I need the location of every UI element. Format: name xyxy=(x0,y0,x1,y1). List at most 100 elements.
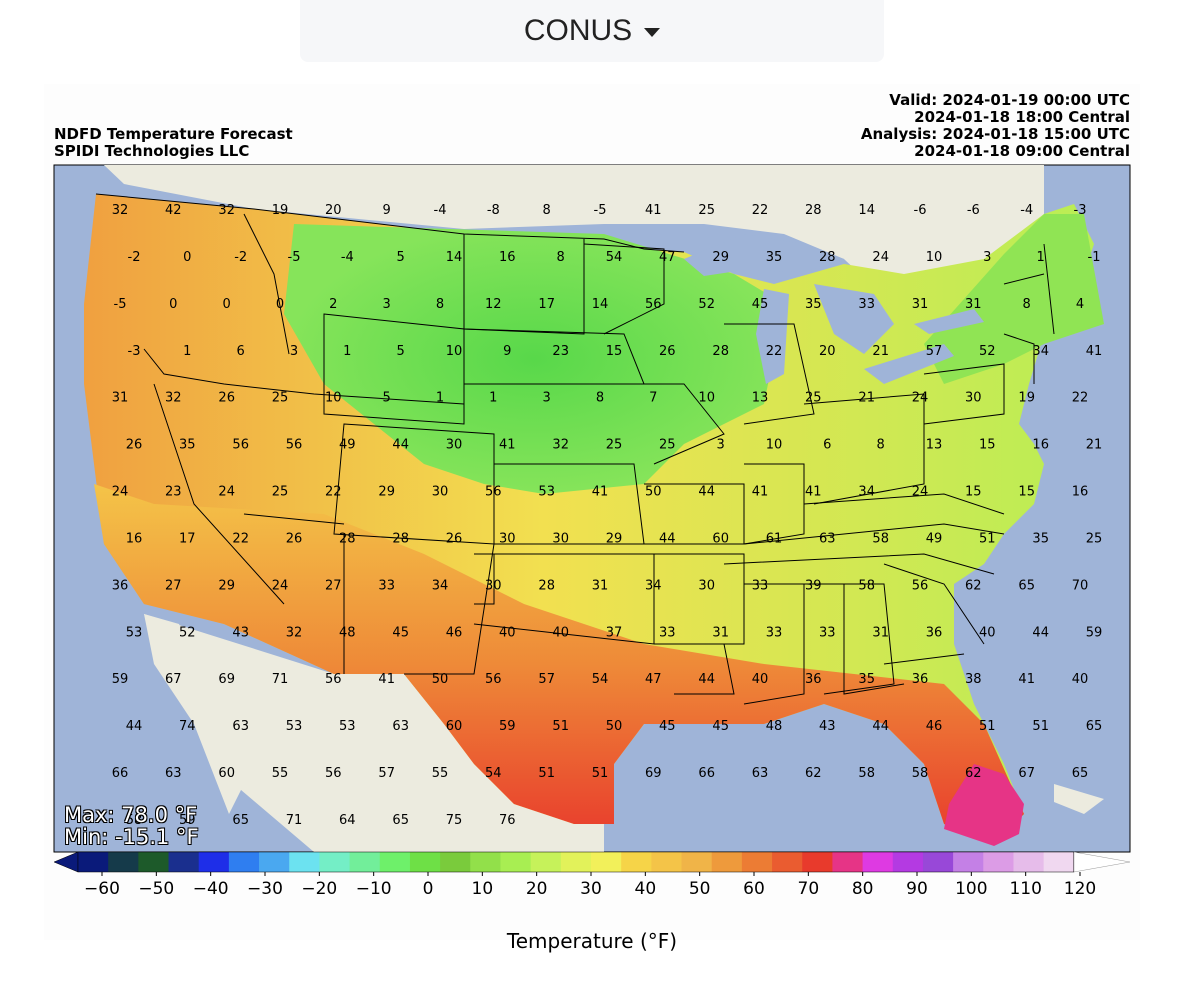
colorbar-swatch xyxy=(1013,852,1045,872)
point-temperature-label: 44 xyxy=(659,532,676,547)
colorbar-swatch xyxy=(168,852,200,872)
point-temperature-label: 20 xyxy=(325,203,342,218)
lake-superior xyxy=(684,234,844,276)
point-temperature-label: 57 xyxy=(926,344,943,359)
point-temperature-label: 65 xyxy=(1072,766,1089,781)
colorbar-swatch xyxy=(259,852,290,872)
point-temperature-label: 15 xyxy=(1018,485,1035,500)
point-temperature-label: 27 xyxy=(325,578,342,593)
point-temperature-label: 12 xyxy=(485,297,502,312)
point-temperature-label: 71 xyxy=(286,813,303,828)
colorbar-tick-label: 100 xyxy=(955,879,987,899)
point-temperature-label: 28 xyxy=(712,344,729,359)
point-temperature-label: 19 xyxy=(272,203,289,218)
point-temperature-label: 56 xyxy=(325,766,342,781)
point-temperature-label: 14 xyxy=(592,297,609,312)
point-temperature-label: -3 xyxy=(128,344,141,359)
point-temperature-label: 44 xyxy=(1032,625,1049,640)
max-temperature-label: Max: 78.0 °F xyxy=(64,803,198,827)
point-temperature-label: 59 xyxy=(1086,625,1103,640)
state-line xyxy=(1003,333,1035,384)
point-temperature-label: 45 xyxy=(712,719,729,734)
colorbar-tick-label: 60 xyxy=(743,879,765,899)
point-temperature-label: 33 xyxy=(858,297,875,312)
point-temperature-label: 28 xyxy=(819,250,836,265)
region-dropdown[interactable]: CONUS xyxy=(300,0,884,62)
point-temperature-label: 49 xyxy=(339,438,356,453)
colorbar-swatch xyxy=(922,852,954,872)
point-temperature-label: 36 xyxy=(112,578,129,593)
point-temperature-label: 36 xyxy=(926,625,943,640)
point-temperature-label: 20 xyxy=(819,344,836,359)
point-temperature-label: 59 xyxy=(499,719,516,734)
point-temperature-label: 56 xyxy=(286,438,303,453)
point-temperature-label: 70 xyxy=(1072,578,1089,593)
point-temperature-label: 56 xyxy=(325,672,342,687)
point-temperature-label: 8 xyxy=(1023,297,1031,312)
caribbean-land xyxy=(1054,784,1104,814)
point-temperature-label: 1 xyxy=(343,344,351,359)
colorbar-swatch xyxy=(772,852,803,872)
point-temperature-label: 25 xyxy=(272,485,289,500)
point-temperature-label: 8 xyxy=(877,438,885,453)
colorbar-swatch xyxy=(651,852,683,872)
colorbar-swatch xyxy=(953,852,984,872)
point-temperature-label: 55 xyxy=(272,766,289,781)
point-temperature-label: 22 xyxy=(1072,391,1089,406)
point-temperature-label: 1 xyxy=(183,344,191,359)
point-temperature-label: 33 xyxy=(752,578,769,593)
point-temperature-label: 53 xyxy=(126,625,143,640)
point-temperature-label: -6 xyxy=(914,203,927,218)
point-temperature-label: 32 xyxy=(218,203,235,218)
colorbar-swatch xyxy=(470,852,501,872)
lake-michigan xyxy=(756,289,789,384)
point-temperature-label: 65 xyxy=(1086,719,1103,734)
analysis-time-line: Analysis: 2024-01-18 15:00 UTC xyxy=(860,125,1130,143)
point-temperature-label: 74 xyxy=(179,719,196,734)
point-temperature-label: 52 xyxy=(179,625,196,640)
point-temperature-label: 26 xyxy=(218,391,235,406)
point-temperature-label: 50 xyxy=(432,672,449,687)
colorbar-tick-label: 30 xyxy=(580,879,602,899)
point-temperature-label: 3 xyxy=(983,250,991,265)
point-temperature-label: 10 xyxy=(446,344,463,359)
point-temperature-label: 48 xyxy=(766,719,783,734)
point-temperature-label: 63 xyxy=(392,719,409,734)
point-temperature-label: 47 xyxy=(659,250,676,265)
colorbar-swatch xyxy=(440,852,471,872)
colorbar-max-extension xyxy=(1073,851,1131,873)
florida-hot-region xyxy=(944,764,1024,846)
state-line xyxy=(644,483,745,545)
point-temperature-label: 15 xyxy=(965,485,982,500)
point-temperature-label: 3 xyxy=(290,344,298,359)
canada-land xyxy=(104,165,1044,334)
point-temperature-label: 60 xyxy=(218,766,235,781)
state-line xyxy=(743,463,805,545)
point-temperature-label: 16 xyxy=(499,250,516,265)
point-temperature-label: 35 xyxy=(1032,532,1049,547)
colorbar-tick-label: 90 xyxy=(906,879,928,899)
point-temperature-label: -3 xyxy=(1074,203,1087,218)
colorbar-tick-label: 50 xyxy=(689,879,711,899)
state-line xyxy=(243,213,290,355)
point-temperature-label: 28 xyxy=(392,532,409,547)
point-temperature-label: 53 xyxy=(286,719,303,734)
point-temperature-label: 41 xyxy=(752,485,769,500)
point-temperature-label: 21 xyxy=(858,391,875,406)
point-temperature-label: 29 xyxy=(606,532,623,547)
point-temperature-label: 60 xyxy=(446,719,463,734)
state-line xyxy=(243,513,345,525)
point-temperature-label: 9 xyxy=(503,344,511,359)
point-temperature-label: 49 xyxy=(926,532,943,547)
point-temperature-label: 36 xyxy=(805,672,822,687)
state-line xyxy=(153,383,285,605)
point-temperature-label: 8 xyxy=(596,391,604,406)
point-temperature-label: 15 xyxy=(606,344,623,359)
state-line xyxy=(323,313,465,425)
southern-warm-region xyxy=(94,484,1024,844)
point-temperature-label: 52 xyxy=(979,344,996,359)
point-temperature-label: -5 xyxy=(288,250,301,265)
point-temperature-label: 59 xyxy=(112,672,129,687)
point-temperature-label: -5 xyxy=(114,297,127,312)
point-temperature-label: 59 xyxy=(179,813,196,828)
